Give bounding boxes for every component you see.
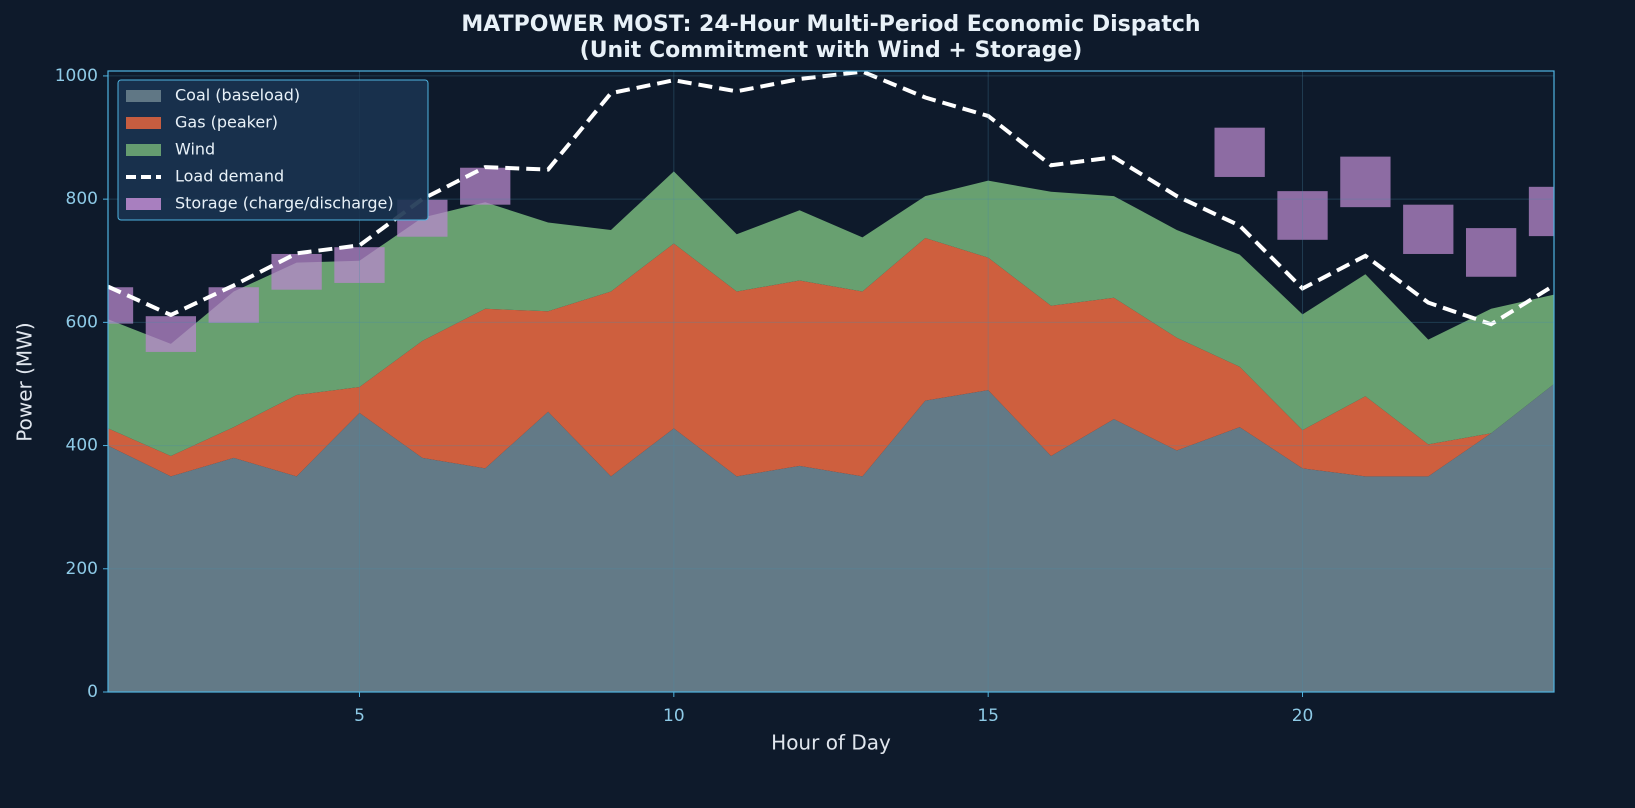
legend: Coal (baseload) Gas (peaker) Wind Load dema… bbox=[117, 79, 429, 221]
legend-label: Storage (charge/discharge) bbox=[175, 194, 394, 213]
y-tick-label: 800 bbox=[66, 189, 98, 209]
storage-bar bbox=[1340, 156, 1391, 208]
storage-bar bbox=[271, 253, 322, 290]
storage-bar bbox=[1214, 127, 1265, 177]
x-tick-label: 15 bbox=[977, 706, 999, 726]
area bbox=[108, 237, 1554, 477]
chart-subtitle: (Unit Commitment with Wind + Storage) bbox=[580, 38, 1083, 63]
storage-bar bbox=[208, 287, 259, 323]
y-tick-label: 200 bbox=[66, 559, 98, 579]
legend-swatch bbox=[126, 198, 161, 210]
y-axis-label: Power (MW) bbox=[13, 322, 37, 441]
storage-bar bbox=[334, 247, 385, 283]
x-axis-label: Hour of Day bbox=[771, 731, 891, 755]
legend-box bbox=[117, 79, 429, 221]
legend-swatch bbox=[126, 90, 161, 102]
y-tick-label: 600 bbox=[66, 312, 98, 332]
legend-label: Wind bbox=[175, 140, 215, 159]
storage-bar bbox=[1528, 186, 1554, 237]
legend-label: Gas (peaker) bbox=[175, 113, 278, 132]
storage-bar bbox=[108, 287, 134, 324]
chart-title: MATPOWER MOST: 24-Hour Multi-Period Econ… bbox=[461, 12, 1200, 37]
storage-bar bbox=[1277, 191, 1328, 240]
plot-area bbox=[108, 71, 1554, 692]
area bbox=[108, 171, 1554, 457]
legend-label: Coal (baseload) bbox=[175, 86, 300, 105]
y-tick-label: 1000 bbox=[55, 66, 98, 86]
storage-bar bbox=[145, 316, 197, 352]
legend-swatch bbox=[126, 117, 161, 129]
area bbox=[108, 383, 1554, 692]
x-tick-label: 10 bbox=[663, 706, 685, 726]
legend-swatch bbox=[126, 144, 161, 156]
x-tick-label: 5 bbox=[354, 706, 365, 726]
load-line bbox=[108, 71, 1554, 327]
legend-label: Load demand bbox=[175, 167, 284, 186]
y-tick-label: 400 bbox=[66, 436, 98, 456]
storage-bar bbox=[1403, 204, 1454, 254]
storage-bar bbox=[1465, 228, 1517, 277]
plot-frame bbox=[107, 70, 1555, 693]
y-tick-label: 0 bbox=[87, 682, 98, 702]
x-tick-label: 20 bbox=[1292, 706, 1314, 726]
